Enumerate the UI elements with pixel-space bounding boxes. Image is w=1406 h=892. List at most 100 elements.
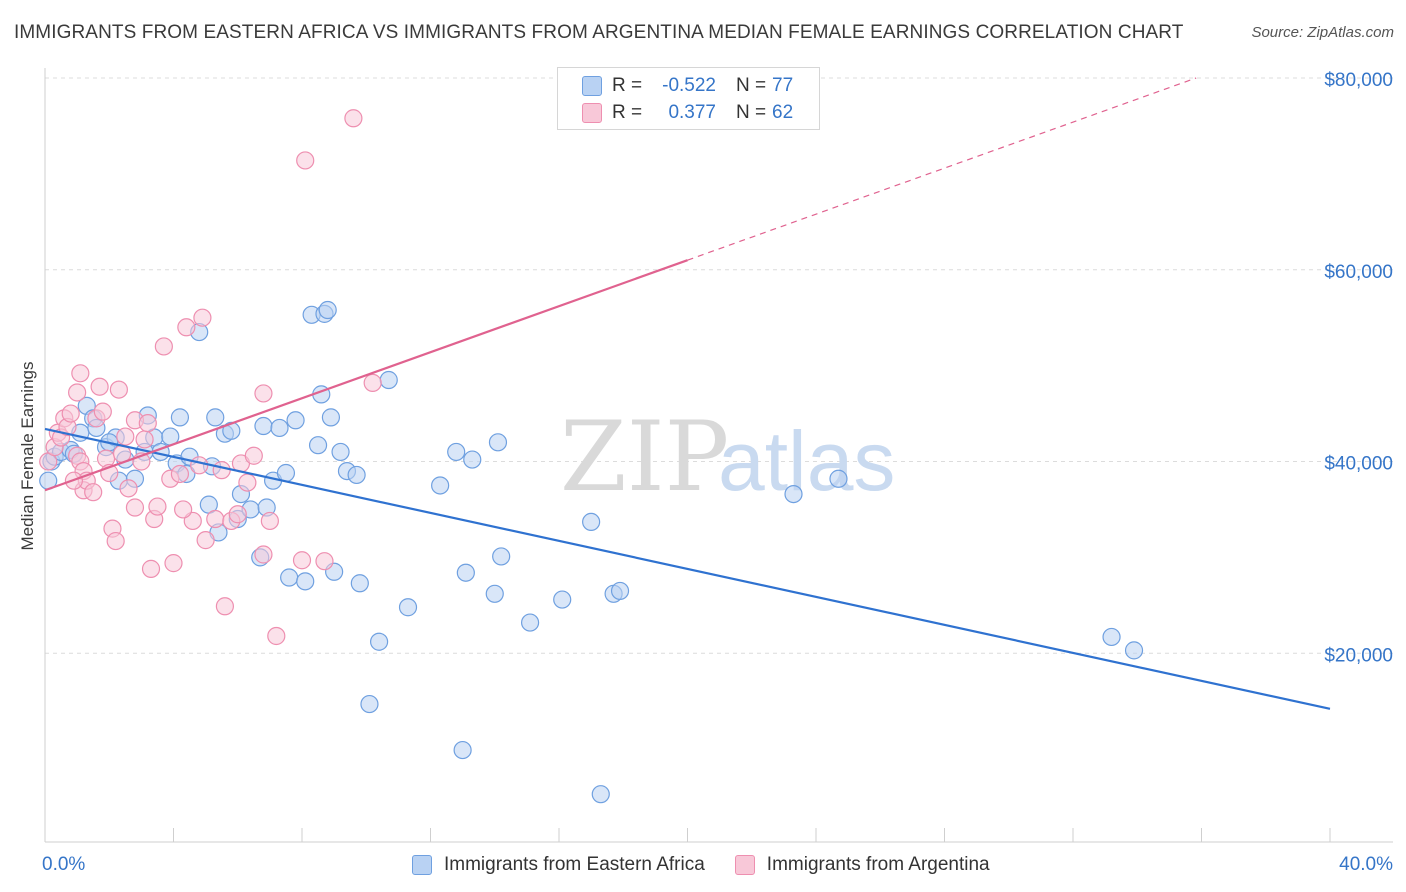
argentina-point xyxy=(141,559,161,578)
eastern-africa-point xyxy=(379,370,398,390)
legend-r-value: -0.522 xyxy=(662,75,716,96)
argentina-point xyxy=(164,554,183,573)
legend-item-argentina[interactable]: Immigrants from Argentina xyxy=(734,854,990,876)
watermark-atlas: atlas xyxy=(718,414,895,508)
eastern-africa-point xyxy=(431,476,450,495)
argentina-trend-line-extension xyxy=(687,77,1197,261)
argentina-point xyxy=(177,318,196,337)
argentina-point xyxy=(254,384,273,403)
eastern-africa-point xyxy=(447,442,466,462)
argentina-point xyxy=(90,377,109,396)
eastern-africa-point xyxy=(829,469,848,488)
argentina-point xyxy=(170,464,190,484)
y-tick-label: $40,000 xyxy=(1324,454,1393,475)
x-tick-label-max: 40.0% xyxy=(1339,854,1393,875)
argentina-point xyxy=(292,551,312,570)
legend-swatch-argentina xyxy=(734,855,755,875)
legend-n-value: 62 xyxy=(772,102,794,123)
eastern-africa-point xyxy=(1102,627,1121,647)
eastern-africa-point xyxy=(360,694,379,714)
eastern-africa-point xyxy=(276,463,296,483)
legend-n-value: 77 xyxy=(772,75,794,96)
watermark-zip: ZIP xyxy=(560,401,729,513)
eastern-africa-point xyxy=(321,408,341,427)
eastern-africa-point xyxy=(331,442,350,462)
argentina-point xyxy=(238,473,257,492)
argentina-point xyxy=(125,498,145,517)
eastern-africa-point xyxy=(347,465,366,485)
legend-row-argentina: R = 0.377 N = 62 xyxy=(582,100,793,126)
eastern-africa-point xyxy=(222,421,241,440)
argentina-point xyxy=(93,402,112,421)
argentina-points xyxy=(39,109,382,646)
argentina-point xyxy=(119,479,138,498)
argentina-point xyxy=(109,380,128,399)
eastern-africa-point xyxy=(308,436,328,455)
argentina-point xyxy=(116,427,135,446)
legend-swatch-argentina xyxy=(582,103,602,123)
argentina-point xyxy=(68,383,87,402)
eastern-africa-point xyxy=(296,572,315,591)
legend-n-label: N = xyxy=(736,75,767,96)
eastern-africa-point xyxy=(456,563,475,582)
eastern-africa-point xyxy=(1124,641,1144,660)
argentina-point xyxy=(174,500,193,519)
eastern-africa-point xyxy=(520,613,540,632)
eastern-africa-point xyxy=(553,590,572,609)
eastern-africa-point xyxy=(370,632,389,651)
correlation-legend: R = -0.522 N = 77 R = 0.377 N = 62 xyxy=(557,67,820,130)
eastern-africa-point xyxy=(582,512,601,532)
y-tick-labels: $20,000 $40,000 $60,000 $80,000 xyxy=(1324,70,1393,666)
argentina-point xyxy=(196,531,215,550)
argentina-point xyxy=(344,109,363,128)
argentina-point xyxy=(61,404,80,423)
argentina-point xyxy=(84,483,103,502)
legend-n-label: N = xyxy=(736,102,767,123)
argentina-point xyxy=(267,626,286,646)
argentina-point xyxy=(135,430,154,449)
legend-label-argentina: Immigrants from Argentina xyxy=(766,854,990,875)
argentina-trend-line xyxy=(44,259,688,492)
trend-lines xyxy=(44,77,1331,710)
argentina-point xyxy=(228,505,247,524)
argentina-point xyxy=(138,414,157,433)
argentina-point xyxy=(193,308,212,327)
eastern-africa-points xyxy=(39,300,1144,804)
argentina-point xyxy=(244,446,263,465)
gridlines xyxy=(45,77,1393,654)
argentina-point xyxy=(71,364,90,383)
argentina-point xyxy=(260,511,279,531)
argentina-point xyxy=(215,597,234,616)
argentina-point xyxy=(212,461,231,480)
argentina-point xyxy=(106,531,125,551)
eastern-africa-point xyxy=(610,581,630,601)
chart-title: IMMIGRANTS FROM EASTERN AFRICA VS IMMIGR… xyxy=(14,22,1184,43)
eastern-africa-point xyxy=(350,574,369,593)
legend-item-eastern-africa[interactable]: Immigrants from Eastern Africa xyxy=(412,854,705,876)
y-tick-label: $80,000 xyxy=(1324,70,1393,91)
zipatlas-watermark: ZIP atlas xyxy=(560,401,895,513)
series-legend: Immigrants from Eastern Africa Immigrant… xyxy=(412,852,1020,878)
argentina-point xyxy=(296,151,315,170)
eastern-africa-trend-line xyxy=(44,427,1331,710)
eastern-africa-point xyxy=(286,411,305,430)
y-tick-label: $60,000 xyxy=(1324,262,1393,283)
argentina-point xyxy=(315,552,334,571)
eastern-africa-point xyxy=(463,450,482,469)
argentina-point xyxy=(206,509,225,529)
eastern-africa-point xyxy=(784,484,803,504)
eastern-africa-point xyxy=(254,416,273,436)
argentina-point xyxy=(254,545,273,564)
legend-r-value: 0.377 xyxy=(668,102,716,123)
eastern-africa-point xyxy=(318,300,337,320)
argentina-point xyxy=(190,456,209,475)
legend-r-label: R = xyxy=(612,102,643,123)
eastern-africa-point xyxy=(591,785,610,804)
eastern-africa-point xyxy=(453,740,472,760)
legend-r-label: R = xyxy=(612,75,643,96)
x-tick-labels: 0.0% 40.0% xyxy=(42,854,1393,875)
legend-swatch-eastern-africa xyxy=(412,855,432,875)
eastern-africa-point xyxy=(488,433,508,452)
eastern-africa-point xyxy=(280,568,299,587)
